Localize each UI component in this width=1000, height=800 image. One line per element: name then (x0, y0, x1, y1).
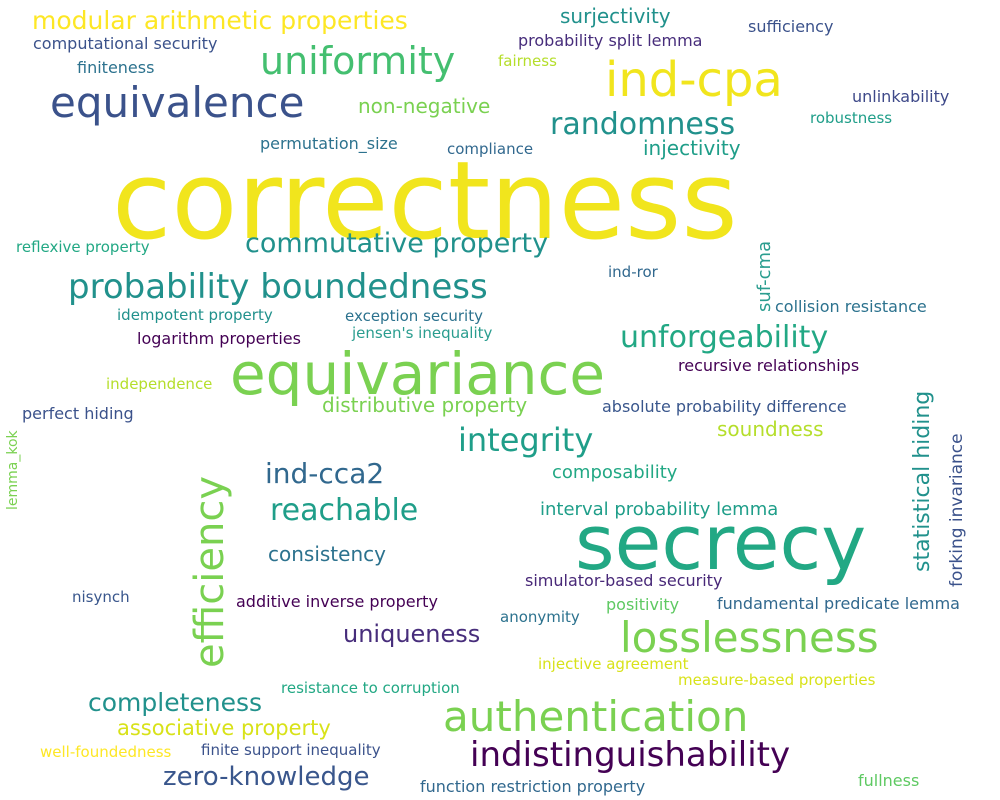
word-probability-boundedness: probability boundedness (68, 267, 488, 307)
word-perfect-hiding: perfect hiding (22, 404, 134, 423)
word-modular-arithmetic-properties: modular arithmetic properties (32, 6, 408, 35)
word-completeness: completeness (88, 688, 263, 717)
word-well-foundedness: well-foundedness (40, 743, 172, 761)
word-uniformity: uniformity (260, 39, 456, 83)
word-lemma-kok: lemma_kok (5, 430, 21, 510)
word-computational-security: computational security (33, 34, 218, 53)
word-secrecy: secrecy (575, 498, 867, 587)
word-finiteness: finiteness (77, 58, 155, 77)
word-statistical-hiding: statistical hiding (910, 390, 935, 572)
word-jensens-inequality: jensen's inequality (352, 324, 493, 342)
word-zero-knowledge: zero-knowledge (163, 762, 370, 792)
word-absolute-probability-difference: absolute probability difference (602, 397, 847, 416)
word-anonymity: anonymity (500, 608, 580, 626)
word-distributive-property: distributive property (322, 393, 528, 417)
word-ind-cpa: ind-cpa (605, 52, 783, 108)
word-resistance-to-corruption: resistance to corruption (281, 679, 460, 697)
word-unforgeability: unforgeability (620, 320, 829, 355)
word-surjectivity: surjectivity (560, 4, 671, 28)
word-injective-agreement: injective agreement (538, 655, 689, 673)
word-compliance: compliance (447, 140, 534, 158)
word-fullness: fullness (858, 771, 920, 790)
word-equivariance: equivariance (230, 340, 606, 408)
word-fundamental-predicate-lemma: fundamental predicate lemma (717, 594, 960, 613)
word-additive-inverse-property: additive inverse property (236, 592, 438, 611)
word-equivalence: equivalence (50, 78, 305, 127)
word-suf-cma: suf-cma (754, 240, 775, 312)
word-measure-based-properties: measure-based properties (678, 671, 876, 689)
word-non-negative: non-negative (358, 94, 491, 118)
word-ind-cca2: ind-cca2 (265, 457, 385, 490)
word-exception-security: exception security (345, 307, 483, 325)
word-soundness: soundness (717, 417, 824, 441)
word-consistency: consistency (268, 542, 386, 566)
word-forking-invariance: forking invariance (947, 433, 967, 587)
word-randomness: randomness (550, 107, 736, 142)
word-uniqueness: uniqueness (343, 620, 481, 648)
word-injectivity: injectivity (643, 136, 741, 160)
word-indistinguishability: indistinguishability (470, 735, 791, 775)
word-reflexive-property: reflexive property (16, 238, 150, 256)
word-recursive-relationships: recursive relationships (678, 356, 860, 375)
word-nisynch: nisynch (72, 588, 130, 606)
word-robustness: robustness (810, 109, 893, 127)
word-finite-support-inequality: finite support inequality (201, 741, 381, 759)
word-logarithm-properties: logarithm properties (137, 329, 301, 348)
word-interval-probability-lemma: interval probability lemma (540, 499, 779, 520)
word-efficiency: efficiency (187, 475, 233, 668)
word-independence: independence (106, 375, 213, 393)
word-authentication: authentication (443, 692, 749, 741)
word-probability-split-lemma: probability split lemma (518, 31, 703, 50)
word-collision-resistance: collision resistance (775, 297, 927, 316)
word-simulator-based-security: simulator-based security (525, 571, 723, 590)
word-idempotent-property: idempotent property (117, 306, 273, 324)
word-correctness: correctness (112, 139, 738, 264)
word-commutative-property: commutative property (245, 228, 549, 259)
word-losslessness: losslessness (620, 613, 879, 662)
word-associative-property: associative property (117, 716, 331, 740)
word-ind-ror: ind-ror (608, 263, 658, 281)
word-fairness: fairness (498, 52, 557, 70)
word-positivity: positivity (606, 595, 680, 614)
word-unlinkability: unlinkability (852, 87, 950, 106)
word-function-restriction-property: function restriction property (420, 777, 646, 796)
word-permutation-size: permutation_size (260, 134, 398, 153)
word-composability: composability (552, 462, 678, 483)
word-reachable: reachable (270, 493, 419, 528)
word-integrity: integrity (458, 421, 594, 459)
word-sufficiency: sufficiency (748, 17, 834, 36)
